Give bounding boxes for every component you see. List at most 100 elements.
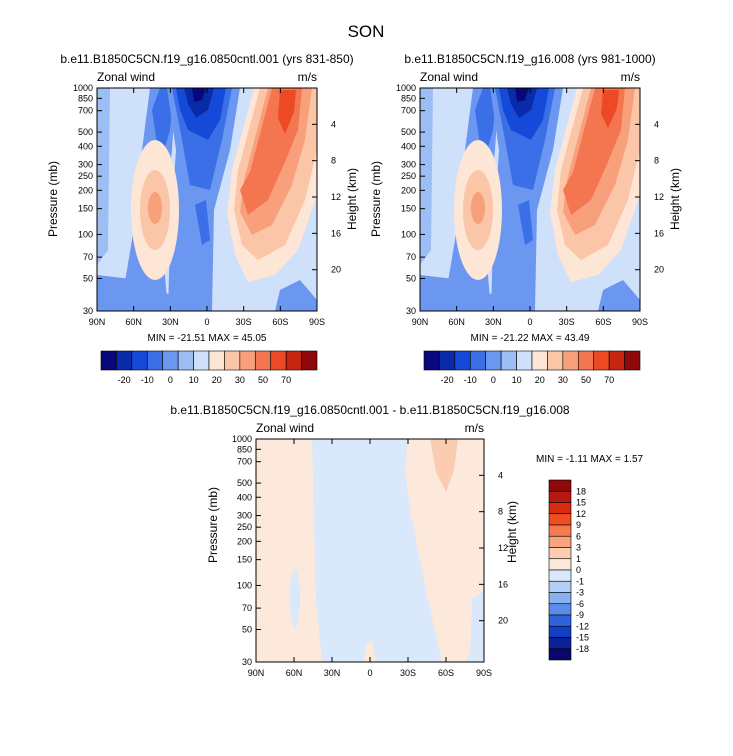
panel-experiment-minmax: MIN = -21.22 MAX = 43.49 — [471, 333, 590, 344]
panel-experiment-colorbar-swatch — [624, 350, 641, 371]
panel-experiment-colorbar-swatch — [454, 350, 471, 371]
panel-control-ytick-label: 100 — [78, 229, 93, 239]
panel-control-colorbar-label: 10 — [189, 375, 199, 385]
panel-difference-colorbar-label: 9 — [576, 520, 581, 530]
panel-difference-ylabel: Pressure (mb) — [206, 487, 220, 563]
panel-experiment-colorbar-swatch — [531, 350, 548, 371]
panel-difference-colorbar-label: -3 — [576, 588, 584, 598]
panel-control-ytick-label: 500 — [78, 127, 93, 137]
panel-experiment-ytick-label: 250 — [401, 171, 416, 181]
panel-control-xtick-label: 30S — [236, 317, 252, 327]
panel-difference-ytick-right-label: 8 — [498, 507, 503, 517]
panel-experiment-contours — [420, 88, 640, 311]
panel-experiment-ytick-label: 30 — [406, 306, 416, 316]
panel-experiment-xtick-label: 90S — [632, 317, 648, 327]
panel-difference-colorbar-label: 6 — [576, 531, 581, 541]
panel-control-colorbar-swatch — [254, 350, 272, 371]
panel-experiment-ytick-label: 1000 — [396, 83, 416, 93]
panel-difference-colorbar-label: -1 — [576, 576, 584, 586]
panel-experiment-colorbar: -20 -10 0 10 20 30 50 70 — [423, 350, 641, 385]
panel-difference-colorbar-label: 15 — [576, 498, 586, 508]
panel-difference-colorbar-swatch — [548, 479, 572, 492]
panel-control-colorbar-label: 30 — [235, 375, 245, 385]
panel-difference-xtick-label: 90S — [476, 668, 492, 678]
panel-control-ytick-label: 300 — [78, 160, 93, 170]
panel-difference-variable-label: Zonal wind — [256, 421, 314, 435]
panel-experiment-ylabel-right: Height (km) — [668, 168, 682, 230]
panel-experiment-ytick-label: 300 — [401, 160, 416, 170]
panel-control: b.e11.B1850C5CN.f19_g16.0850cntl.001 (yr… — [46, 52, 359, 385]
panel-experiment-variable-label: Zonal wind — [420, 70, 478, 84]
panel-difference-colorbar-label: -18 — [576, 644, 589, 654]
panel-experiment-colorbar-swatch — [469, 350, 487, 371]
panel-experiment-colorbar-label: 10 — [512, 375, 522, 385]
panel-control-ytick-label: 250 — [78, 171, 93, 181]
panel-control-xtick-label: 60S — [272, 317, 288, 327]
panel-difference-colorbar-label: -15 — [576, 633, 589, 643]
panel-difference-colorbar-label: 3 — [576, 543, 581, 553]
panel-experiment-colorbar-label: -10 — [464, 375, 477, 385]
panel-control-colorbar-swatch — [177, 350, 194, 371]
panel-difference-colorbar-swatch — [548, 637, 572, 650]
panel-experiment-colorbar-label: 30 — [558, 375, 568, 385]
panel-experiment-ytick-label: 400 — [401, 141, 416, 151]
panel-difference-colorbar-swatch — [548, 592, 572, 605]
panel-control-ytick-label: 70 — [83, 252, 93, 262]
panel-difference-ytick-right-label: 4 — [498, 470, 503, 480]
panel-difference-xtick-label: 0 — [367, 668, 372, 678]
panel-experiment-colorbar-swatch — [562, 350, 579, 371]
panel-experiment-ytick-label: 850 — [401, 93, 416, 103]
panel-control-contours — [97, 88, 317, 311]
panel-difference-xtick-label: 90N — [248, 668, 265, 678]
panel-control-xtick-label: 0 — [204, 317, 209, 327]
panel-control-variable-label: Zonal wind — [97, 70, 155, 84]
panel-difference-colorbar-label: 1 — [576, 554, 581, 564]
panel-difference-ytick-label: 400 — [237, 492, 252, 502]
panel-difference: b.e11.B1850C5CN.f19_g16.0850cntl.001 - b… — [170, 403, 643, 678]
panel-difference-ytick-label: 700 — [237, 457, 252, 467]
panel-control-ytick-label: 50 — [83, 274, 93, 284]
figure-title: SON — [348, 22, 385, 41]
panel-experiment-ytick-label: 500 — [401, 127, 416, 137]
panel-difference-ytick-label: 500 — [237, 478, 252, 488]
panel-control-units-label: m/s — [298, 70, 317, 84]
panel-difference-ytick-label: 30 — [242, 657, 252, 667]
panel-control-colorbar-label: 0 — [168, 375, 173, 385]
panel-control-axes: 90N 60N 30N 0 30S 60S 90S 30 50 70 100 150 200 250300… — [73, 83, 341, 327]
panel-control-colorbar-swatch — [239, 350, 256, 371]
panel-difference-colorbar-swatch — [548, 648, 572, 661]
panel-experiment-colorbar-swatch — [608, 350, 625, 371]
panel-control-xtick-label: 90S — [309, 317, 325, 327]
panel-experiment-title: b.e11.B1850C5CN.f19_g16.008 (yrs 981-100… — [404, 52, 655, 66]
panel-experiment-ytick-label: 70 — [406, 252, 416, 262]
panel-difference-colorbar-swatch — [548, 513, 572, 526]
panel-experiment-colorbar-swatch — [423, 350, 440, 371]
panel-difference-contours — [256, 439, 484, 662]
panel-control-colorbar-label: 50 — [258, 375, 268, 385]
panel-difference-colorbar-swatch — [548, 547, 572, 560]
panel-difference-colorbar-label: 12 — [576, 509, 586, 519]
panel-experiment-ytick-right-label: 16 — [654, 228, 664, 238]
panel-control-colorbar-swatch — [301, 350, 318, 371]
panel-control-ytick-label: 850 — [78, 93, 93, 103]
panel-difference-ytick-label: 200 — [237, 536, 252, 546]
panel-control-minmax: MIN = -21.51 MAX = 45.05 — [148, 333, 267, 344]
panel-control-colorbar-swatch — [146, 350, 164, 371]
panel-control-colorbar-swatch — [131, 350, 148, 371]
panel-control-ylabel-right: Height (km) — [345, 168, 359, 230]
panel-difference-colorbar-swatch — [548, 614, 572, 627]
panel-experiment: b.e11.B1850C5CN.f19_g16.008 (yrs 981-100… — [369, 52, 682, 385]
panel-difference-ytick-label: 70 — [242, 603, 252, 613]
panel-experiment-xtick-label: 60S — [595, 317, 611, 327]
panel-difference-ytick-right-label: 16 — [498, 579, 508, 589]
panel-experiment-xtick-label: 30S — [559, 317, 575, 327]
panel-experiment-colorbar-label: 20 — [535, 375, 545, 385]
panel-experiment-xtick-label: 0 — [527, 317, 532, 327]
panel-control-ylabel: Pressure (mb) — [46, 161, 60, 237]
panel-control-colorbar-swatch — [208, 350, 225, 371]
panel-control-colorbar: -20 -10 0 10 20 30 50 70 — [100, 350, 318, 385]
panel-control-ytick-right-label: 4 — [331, 119, 336, 129]
panel-difference-colorbar-label: 18 — [576, 486, 586, 496]
panel-experiment-colorbar-swatch — [547, 350, 564, 371]
